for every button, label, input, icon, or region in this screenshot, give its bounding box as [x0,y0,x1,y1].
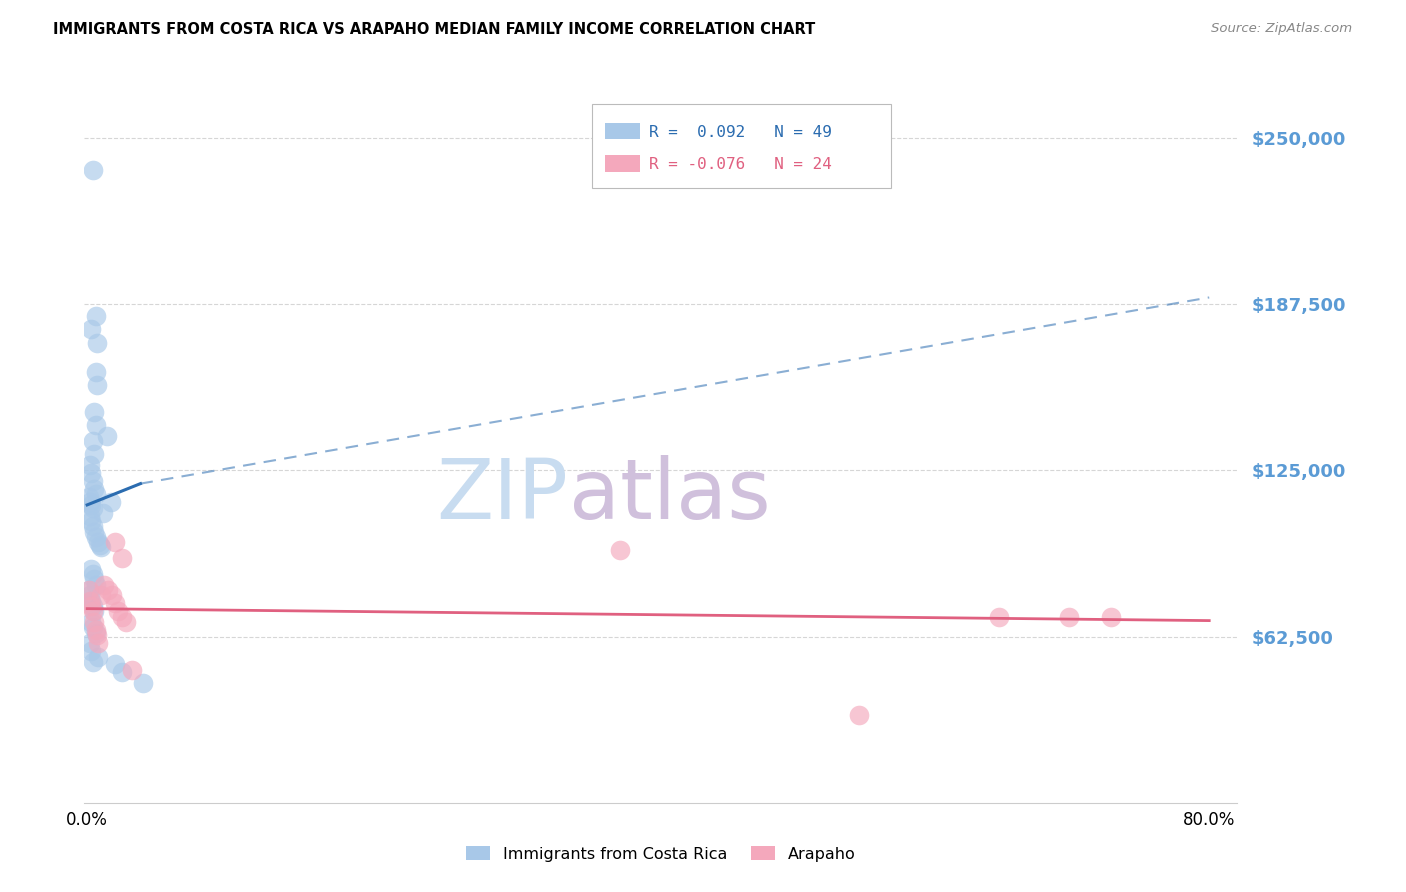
Point [84,309,107,323]
Point [80,322,103,336]
Point [987,609,1010,624]
Point [93,577,115,591]
Point [83,615,105,629]
Point [89,538,111,552]
FancyBboxPatch shape [606,155,640,171]
Point [90,541,112,555]
Point [107,604,129,618]
Point [1099,609,1122,624]
Point [84,577,107,591]
Point [80,514,103,528]
Point [82,519,104,533]
Point [83,405,105,419]
Point [80,562,103,576]
Point [111,665,134,680]
Point [111,609,134,624]
Point [101,588,124,602]
Point [80,644,103,658]
Point [87,535,110,549]
Text: Source: ZipAtlas.com: Source: ZipAtlas.com [1212,22,1353,36]
Point [82,434,104,448]
Point [82,599,104,613]
Point [77,582,100,597]
Point [77,490,100,504]
Point [86,628,108,642]
Point [80,466,103,480]
Point [87,649,110,664]
Legend: Immigrants from Costa Rica, Arapaho: Immigrants from Costa Rica, Arapaho [460,839,862,868]
Point [79,495,101,509]
Point [84,487,107,501]
Point [80,599,103,613]
Point [80,593,103,607]
Point [82,474,104,488]
Point [79,508,101,523]
Point [96,429,118,443]
Point [79,458,101,472]
Text: ZIP: ZIP [437,455,568,536]
Point [84,625,107,640]
Point [77,582,100,597]
Text: atlas: atlas [568,455,770,536]
Point [84,365,107,379]
Point [83,447,105,461]
Point [84,418,107,433]
Point [91,506,114,520]
Point [104,657,127,672]
FancyBboxPatch shape [606,123,640,139]
Point [100,495,122,509]
Point [90,588,112,602]
Point [84,530,107,544]
Point [104,535,127,549]
Point [82,604,104,618]
Point [79,636,101,650]
Point [82,655,104,669]
Point [121,663,143,677]
Point [1057,609,1080,624]
Point [87,636,110,650]
Point [83,604,105,618]
Point [80,498,103,512]
Point [609,543,631,558]
Point [132,676,155,690]
Point [111,551,134,566]
Point [82,620,104,634]
Text: IMMIGRANTS FROM COSTA RICA VS ARAPAHO MEDIAN FAMILY INCOME CORRELATION CHART: IMMIGRANTS FROM COSTA RICA VS ARAPAHO ME… [53,22,815,37]
Point [848,708,870,723]
Point [80,615,103,629]
Point [82,567,104,582]
Point [115,615,138,629]
Point [83,524,105,539]
Point [104,596,127,610]
Point [84,623,107,637]
Point [83,573,105,587]
Point [86,335,108,350]
Point [97,582,120,597]
Text: R =  0.092   N = 49: R = 0.092 N = 49 [650,125,832,139]
Point [86,378,108,392]
Point [82,162,104,177]
FancyBboxPatch shape [592,104,891,188]
Point [79,593,101,607]
Point [82,500,104,515]
Point [79,588,101,602]
Text: R = -0.076   N = 24: R = -0.076 N = 24 [650,157,832,172]
Point [83,482,105,496]
